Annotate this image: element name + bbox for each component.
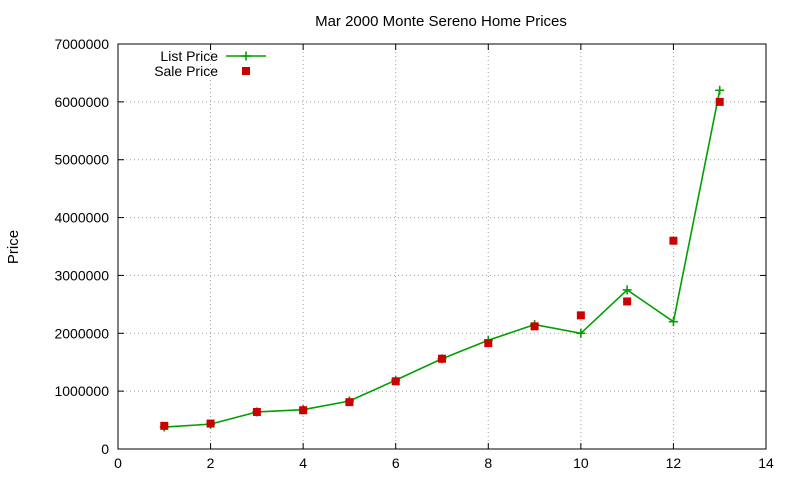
square-point-marker bbox=[576, 311, 585, 320]
y-axis-label: Price bbox=[5, 230, 22, 264]
plus-point-marker bbox=[622, 285, 632, 295]
x-tick-label: 14 bbox=[758, 455, 774, 471]
list-price-line bbox=[164, 90, 721, 428]
square-point-marker bbox=[299, 406, 308, 415]
y-tick-label: 0 bbox=[101, 441, 109, 457]
tick-labels: 0 2 4 6 8 10 12 14 0 1000000 2000000 3000000 4000000… bbox=[54, 36, 774, 471]
y-tick-label: 7000000 bbox=[54, 36, 109, 52]
square-point-marker bbox=[345, 398, 354, 407]
plus-point-marker bbox=[576, 328, 586, 338]
plot-border bbox=[117, 43, 767, 450]
square-point-marker bbox=[206, 419, 215, 428]
axes bbox=[117, 43, 767, 450]
square-point-marker bbox=[252, 407, 261, 416]
square-point-marker bbox=[669, 236, 678, 245]
plus-point-marker bbox=[668, 317, 678, 327]
x-tick-label: 6 bbox=[392, 455, 400, 471]
plus-point-marker bbox=[715, 85, 725, 95]
square-point-marker bbox=[530, 322, 539, 331]
grid-lines bbox=[118, 44, 766, 449]
square-point-marker bbox=[438, 354, 446, 363]
plus-point-marker bbox=[241, 51, 251, 61]
legend-label: Sale Price bbox=[154, 63, 218, 79]
square-point-marker bbox=[391, 377, 400, 386]
series-1 bbox=[159, 85, 725, 432]
legend-label: List Price bbox=[160, 48, 218, 64]
square-point-marker bbox=[623, 297, 632, 306]
square-point-marker bbox=[484, 339, 493, 348]
data-series bbox=[159, 85, 725, 432]
square-point-marker bbox=[242, 67, 250, 75]
x-tick-label: 2 bbox=[207, 455, 215, 471]
y-tick-label: 2000000 bbox=[54, 325, 109, 341]
square-point-marker bbox=[160, 421, 169, 430]
y-tick-label: 5000000 bbox=[54, 152, 109, 168]
x-tick-label: 10 bbox=[573, 455, 589, 471]
chart-title: Mar 2000 Monte Sereno Home Prices bbox=[315, 13, 567, 30]
x-tick-label: 12 bbox=[666, 455, 682, 471]
series-2 bbox=[160, 97, 724, 430]
y-tick-label: 3000000 bbox=[54, 267, 109, 283]
x-tick-label: 4 bbox=[299, 455, 307, 471]
y-tick-label: 4000000 bbox=[54, 210, 109, 226]
x-tick-label: 0 bbox=[114, 455, 122, 471]
square-point-marker bbox=[715, 97, 724, 106]
x-tick-label: 8 bbox=[484, 455, 492, 471]
y-tick-label: 1000000 bbox=[54, 383, 109, 399]
y-tick-label: 6000000 bbox=[54, 94, 109, 110]
